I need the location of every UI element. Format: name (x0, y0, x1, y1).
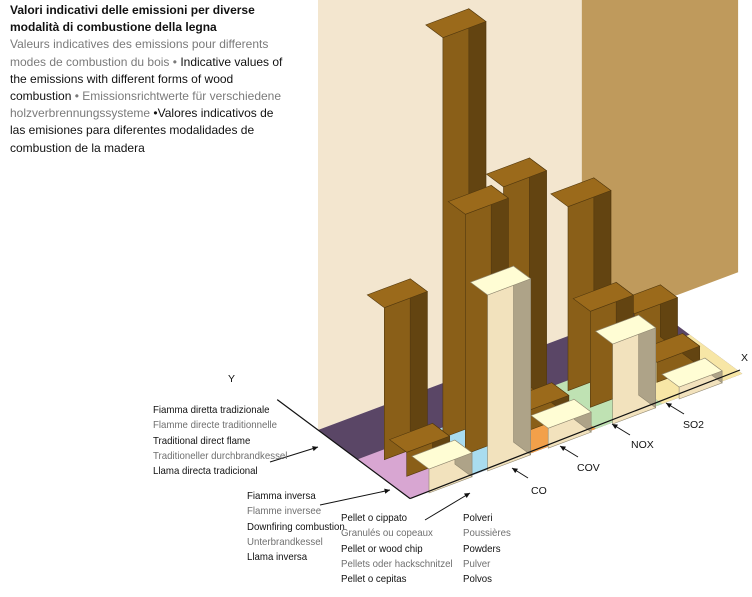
bar-top (366, 278, 428, 309)
legend-row-2-it: Fiamma inversa (247, 490, 316, 502)
title-german: Emissionsrichtwerte für verschiedene hol… (10, 89, 282, 121)
bar-3-nox (594, 314, 657, 425)
legend-row-3: Pellet o cippato Granulés ou copeaux Pel… (341, 511, 453, 587)
y-axis-label: Y (228, 373, 236, 385)
title-spanish: Valores indicativos de las emisiones par… (10, 106, 274, 155)
legend-row-1-es: Llama directa tradicional (153, 465, 258, 478)
title-english: Indicative values of the emissions with … (10, 54, 283, 104)
legend-arrow-3 (424, 492, 471, 521)
right-back-wall (581, 0, 739, 331)
legend-row-3-de: Pellets oder hackschnitzel (341, 557, 453, 570)
category-arrow-cov-head (560, 446, 566, 451)
bar-top (469, 265, 532, 296)
category-polveri-de: Pulver (463, 557, 491, 570)
legend-row-3-it: Pellet o cippato (341, 512, 408, 524)
legend-row-1-it: Fiamma diretta tradizionale (153, 404, 270, 416)
legend-row-1: Fiamma diretta tradizionale Flamme direc… (153, 403, 287, 479)
bar-top (594, 314, 657, 345)
bar-top (388, 423, 451, 453)
category-arrow-co-head (512, 468, 518, 474)
bar-3-polveri (411, 439, 473, 494)
bar-side (513, 265, 531, 456)
title-italian: Valori indicativi delle emissioni per di… (10, 3, 255, 35)
category-cov-label: COV (577, 462, 600, 474)
x-axis-label: X (741, 352, 749, 364)
x-axis-line (409, 369, 741, 500)
category-polveri-labels: Polveri Poussières Powders Pulver Polvos (463, 511, 511, 587)
legend-arrow-2 (319, 489, 391, 506)
bar-top (485, 157, 548, 188)
bar-side (409, 278, 428, 445)
legend-row-1-de: Traditioneller durchbrandkessel (153, 449, 288, 462)
legend-row-2-fr: Flamme inversee (247, 505, 322, 518)
category-arrow-nox-head (612, 424, 618, 429)
bar-top (447, 185, 509, 215)
legend-arrow-1-head (312, 446, 318, 452)
chart-axes (269, 369, 741, 521)
bar-top (550, 177, 612, 208)
title-french: Valeurs indicatives des emissions pour d… (10, 37, 269, 69)
bar-top (661, 357, 723, 388)
category-polveri-fr: Poussières (463, 527, 511, 540)
legend-row-2-es: Llama inversa (247, 551, 308, 564)
legend-row-2: Fiamma inversa Flamme inversee Downfirin… (247, 489, 345, 565)
category-co-label: CO (531, 485, 547, 497)
bar-3-co (469, 265, 532, 472)
legend-row-2-en: Downfiring combustion (247, 520, 345, 533)
category-polveri-it: Polveri (463, 512, 493, 524)
category-so2-label: SO2 (683, 419, 705, 431)
bar-top (572, 282, 634, 312)
bar-side (529, 157, 547, 400)
legend-arrow-2-head (384, 488, 390, 494)
bar-top (530, 398, 592, 429)
category-arrow-so2-head (666, 403, 672, 408)
legend-arrow-1 (269, 446, 319, 463)
legend-row-1-fr: Flamme directe traditionnelle (153, 419, 278, 432)
y-axis-line (276, 399, 411, 500)
chart-title: Valori indicativi delle emissioni per di… (10, 3, 283, 155)
category-polveri-es: Polvos (463, 573, 492, 586)
category-nox-label: NOX (631, 439, 654, 451)
bar-3-cov (530, 398, 592, 449)
bar-1-polveri (366, 278, 428, 461)
legend-row-3-en: Pellet or wood chip (341, 542, 423, 555)
category-polveri-en: Powders (463, 542, 501, 555)
legend-row-1-en: Traditional direct flame (153, 434, 251, 447)
legend-arrow-3-head (464, 493, 470, 498)
bar-top (411, 439, 473, 470)
legend-row-3-fr: Granulés ou copeaux (341, 527, 433, 540)
chart-bars (366, 8, 723, 494)
legend-row-3-es: Pellet o cepitas (341, 573, 407, 586)
bar-top (425, 8, 487, 38)
legend-row-2-de: Unterbrandkessel (247, 535, 323, 548)
